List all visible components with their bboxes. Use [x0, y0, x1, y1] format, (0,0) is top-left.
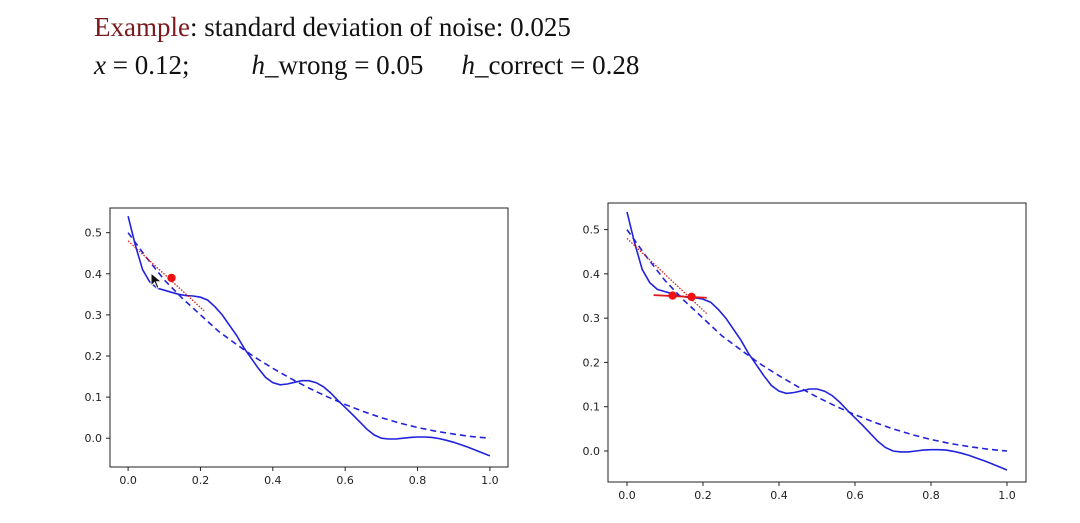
- left-plot-frame: [109, 207, 509, 468]
- right-x-tick-label: 0.2: [694, 489, 712, 502]
- right-noisy-curve: [626, 211, 1008, 471]
- example-label: Example: [94, 12, 190, 42]
- right-y-tick-label: 0.4: [583, 268, 601, 281]
- right-tangent-line: [653, 294, 707, 299]
- example-line-params: x = 0.12; h_wrong = 0.05 h_correct = 0.28: [94, 50, 639, 80]
- left-y-tick-label: 0.4: [85, 268, 103, 281]
- x-variable: x: [94, 50, 106, 80]
- mouse-cursor-icon: [150, 271, 164, 295]
- right-x-tick-label: 1.0: [998, 489, 1016, 502]
- example-line-noise: Example: standard deviation of noise: 0.…: [94, 12, 571, 42]
- left-y-tick-label: 0.2: [85, 350, 103, 363]
- left-point-marker: [167, 273, 176, 283]
- right-dashed-fit-line: [626, 229, 1008, 452]
- left-x-tick-label: 0.8: [409, 474, 427, 487]
- right-y-tick-label: 0.2: [583, 356, 601, 369]
- right-x-tick-label: 0.6: [846, 489, 864, 502]
- left-x-tick-label: 1.0: [481, 474, 499, 487]
- right-x-tick-label: 0.0: [618, 489, 636, 502]
- h-correct-variable: h: [461, 50, 475, 80]
- right-y-tick-label: 0.3: [583, 312, 601, 325]
- right-y-tick-label: 0.1: [583, 401, 601, 414]
- left-x-tick-label: 0.4: [264, 474, 282, 487]
- right-y-tick-label: 0.5: [583, 224, 601, 237]
- left-y-tick-label: 0.0: [85, 432, 103, 445]
- left-x-tick-label: 0.2: [192, 474, 210, 487]
- left-y-tick-label: 0.3: [85, 309, 103, 322]
- left-secant-line: [127, 240, 205, 312]
- h-wrong-variable: h: [251, 50, 265, 80]
- right-x-tick-label: 0.8: [922, 489, 940, 502]
- x-value: = 0.12;: [105, 50, 190, 80]
- h-correct-value: _correct = 0.28: [474, 50, 640, 80]
- noise-description: : standard deviation of noise: 0.025: [189, 12, 571, 42]
- left-dashed-fit-line: [127, 232, 490, 439]
- left-y-tick-label: 0.5: [85, 227, 103, 240]
- right-point-marker: [668, 291, 677, 300]
- right-x-tick-label: 0.4: [770, 489, 788, 502]
- left-x-tick-label: 0.0: [119, 474, 137, 487]
- right-y-tick-label: 0.0: [583, 445, 601, 458]
- right-plot-frame: [607, 202, 1027, 483]
- right-secant-line: [626, 237, 708, 315]
- left-x-tick-label: 0.6: [336, 474, 354, 487]
- h-wrong-value: _wrong = 0.05: [264, 50, 424, 80]
- right-point-marker: [687, 292, 696, 302]
- left-y-tick-label: 0.1: [85, 391, 103, 404]
